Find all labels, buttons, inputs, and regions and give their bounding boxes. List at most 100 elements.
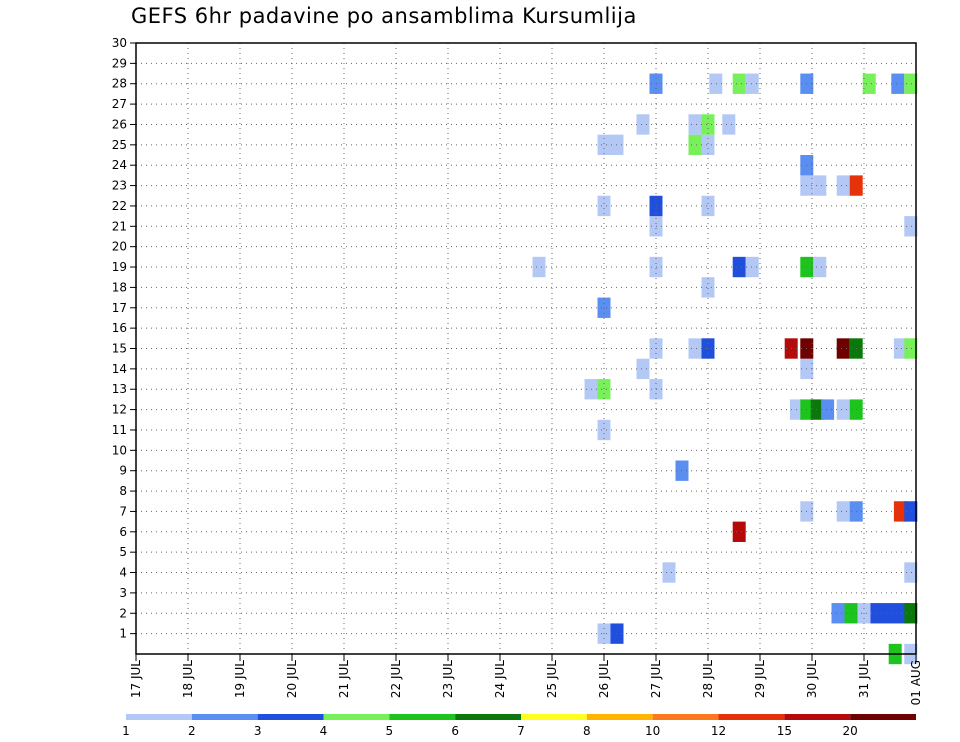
heatmap-cell — [836, 399, 850, 420]
heatmap-cell — [891, 73, 905, 94]
heatmap-cell — [597, 297, 611, 318]
colorbar-segment — [126, 714, 192, 720]
y-tick-label: 15 — [112, 342, 127, 356]
colorbar-label: 15 — [777, 724, 792, 738]
heatmap-cell — [636, 358, 650, 380]
x-axis: 17 JUL 18 JUL 19 JUL 20 JUL 21 JUL 22 JUL 23 J… — [129, 654, 923, 705]
grid-layer — [136, 43, 916, 654]
y-tick-label: 2 — [119, 606, 127, 620]
heatmap-cell — [597, 379, 611, 400]
y-tick-label: 12 — [112, 403, 127, 417]
heatmap-cell — [745, 256, 759, 278]
heatmap-cell — [904, 603, 918, 624]
y-tick-label: 23 — [112, 179, 127, 193]
y-tick-label: 20 — [112, 240, 127, 254]
heatmap-cell — [662, 562, 676, 583]
colorbar-label: 5 — [386, 724, 394, 738]
heatmap-cell — [831, 603, 845, 624]
colorbar-label: 12 — [711, 724, 726, 738]
y-tick-label: 1 — [119, 627, 127, 641]
heatmap-cell — [701, 134, 715, 156]
y-tick-label: 30 — [112, 36, 127, 50]
x-tick-label: 17 JUL — [129, 660, 143, 698]
colorbar-segment — [784, 714, 851, 720]
heatmap-cell — [836, 175, 850, 196]
heatmap-cell — [883, 603, 897, 624]
heatmap-cell — [836, 501, 850, 522]
heatmap-cell — [688, 134, 702, 156]
y-tick-label: 10 — [112, 443, 127, 457]
cells-layer — [532, 73, 918, 665]
heatmap-cell — [701, 114, 715, 135]
colorbar-segment — [718, 714, 785, 720]
x-tick-label: 21 JUL — [337, 660, 351, 698]
x-tick-label: 23 JUL — [441, 660, 455, 698]
heatmap-cell — [732, 73, 746, 94]
y-tick-label: 18 — [112, 280, 127, 294]
y-tick-label: 9 — [119, 464, 127, 478]
y-tick-label: 19 — [112, 260, 127, 274]
heatmap-cell — [836, 338, 850, 359]
y-tick-label: 7 — [119, 504, 127, 518]
colorbar-segment — [455, 714, 521, 720]
heatmap-cell — [597, 195, 611, 217]
y-tick-label: 16 — [112, 321, 127, 335]
x-tick-label: 18 JUL — [181, 660, 195, 698]
heatmap-cell — [532, 256, 546, 278]
y-tick-label: 25 — [112, 138, 127, 152]
x-tick-label: 19 JUL — [233, 660, 247, 698]
heatmap-cell — [732, 256, 746, 278]
heatmap-cell — [688, 338, 702, 359]
x-tick-label: 01 AUG — [909, 660, 923, 705]
heatmap-cell — [904, 216, 918, 237]
heatmap-cell — [904, 562, 918, 583]
y-tick-label: 6 — [119, 525, 127, 539]
heatmap-cell — [636, 114, 650, 135]
x-tick-label: 27 JUL — [649, 660, 663, 698]
colorbar-label: 7 — [517, 724, 525, 738]
colorbar-segment — [521, 714, 587, 720]
colorbar-segment — [850, 714, 916, 720]
colorbar-segment — [652, 714, 719, 720]
y-tick-label: 22 — [112, 199, 127, 213]
y-tick-label: 27 — [112, 97, 127, 111]
heatmap-cell — [893, 338, 907, 359]
heatmap-cell — [701, 195, 715, 217]
y-tick-label: 14 — [112, 362, 127, 376]
x-tick-label: 22 JUL — [389, 660, 403, 698]
x-tick-label: 24 JUL — [493, 660, 507, 698]
y-tick-label: 17 — [112, 301, 127, 315]
heatmap-cell — [597, 134, 611, 156]
heatmap-cell — [904, 73, 918, 94]
y-tick-label: 13 — [112, 382, 127, 396]
heatmap-cell — [813, 175, 827, 196]
y-tick-label: 28 — [112, 77, 127, 91]
heatmap-cell — [893, 501, 907, 522]
colorbar-label: 4 — [320, 724, 328, 738]
x-tick-label: 20 JUL — [285, 660, 299, 698]
x-tick-label: 29 JUL — [753, 660, 767, 698]
chart-title: GEFS 6hr padavine po ansamblima Kursumli… — [131, 4, 637, 28]
y-axis: 1234567891011121314151617181920212223242… — [112, 36, 136, 641]
heatmap-cell — [722, 114, 736, 135]
x-tick-label: 25 JUL — [545, 660, 559, 698]
y-tick-label: 5 — [119, 545, 127, 559]
colorbar: 1 2 3 4 5 6 7 8 10 12 15 20 — [122, 714, 916, 738]
colorbar-segment — [191, 714, 258, 720]
y-tick-label: 11 — [112, 423, 127, 437]
x-tick-label: 31 JUL — [857, 660, 871, 698]
colorbar-label: 8 — [583, 724, 591, 738]
colorbar-label: 3 — [254, 724, 262, 738]
x-tick-label: 30 JUL — [805, 660, 819, 698]
heatmap-cell — [862, 73, 876, 94]
y-tick-label: 26 — [112, 117, 127, 131]
heatmap-cell — [821, 399, 835, 420]
colorbar-label: 6 — [451, 724, 459, 738]
heatmap-cell — [904, 501, 918, 522]
heatmap-cell — [732, 521, 746, 542]
x-tick-label: 28 JUL — [701, 660, 715, 698]
colorbar-label: 10 — [645, 724, 660, 738]
y-tick-label: 4 — [119, 566, 127, 580]
x-tick-label: 26 JUL — [597, 660, 611, 698]
